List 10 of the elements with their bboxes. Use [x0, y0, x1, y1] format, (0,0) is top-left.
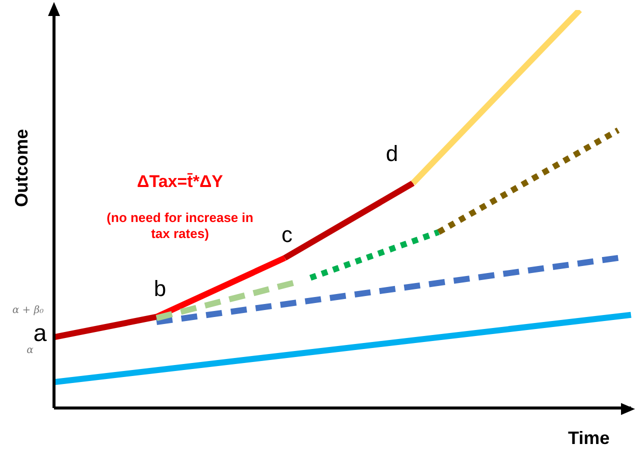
x-axis-title: Time	[568, 428, 610, 449]
annotation: b	[152, 276, 168, 302]
annotation: (no need for increase in tax rates)	[106, 210, 254, 242]
annotation: d	[384, 141, 400, 168]
annotation: ΔTax=t̄*ΔY	[136, 172, 224, 192]
text: a	[32, 320, 48, 348]
text: α + β₀	[11, 305, 45, 317]
annotation: c	[280, 222, 294, 248]
y-axis-title: Outcome	[12, 128, 32, 208]
text: α	[26, 345, 34, 357]
